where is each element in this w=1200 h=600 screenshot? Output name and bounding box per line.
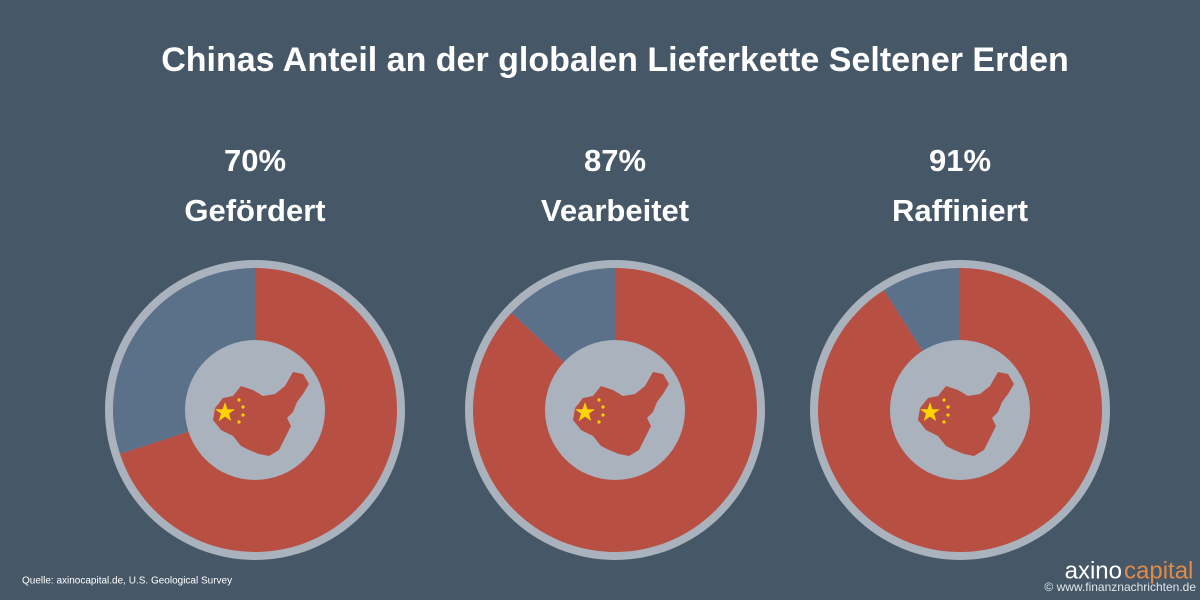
value-label: 87% (584, 143, 646, 178)
value-label: 91% (929, 143, 991, 178)
watermark: © www.finanznachrichten.de (1044, 580, 1196, 594)
brand-second: capital (1124, 557, 1193, 584)
title: Chinas Anteil an der globalen Lieferkett… (161, 41, 1069, 79)
source: Quelle: axinocapital.de, U.S. Geological… (22, 576, 232, 587)
chart-title: Raffiniert (892, 193, 1028, 228)
brand-first: axino (1065, 557, 1122, 584)
charts: 70% Gefördert 87% Vearbeitet 91% Raffiniert (105, 143, 1110, 560)
chart-title: Vearbeitet (541, 193, 689, 228)
chart-title: Gefördert (184, 193, 325, 228)
value-label: 70% (224, 143, 286, 178)
